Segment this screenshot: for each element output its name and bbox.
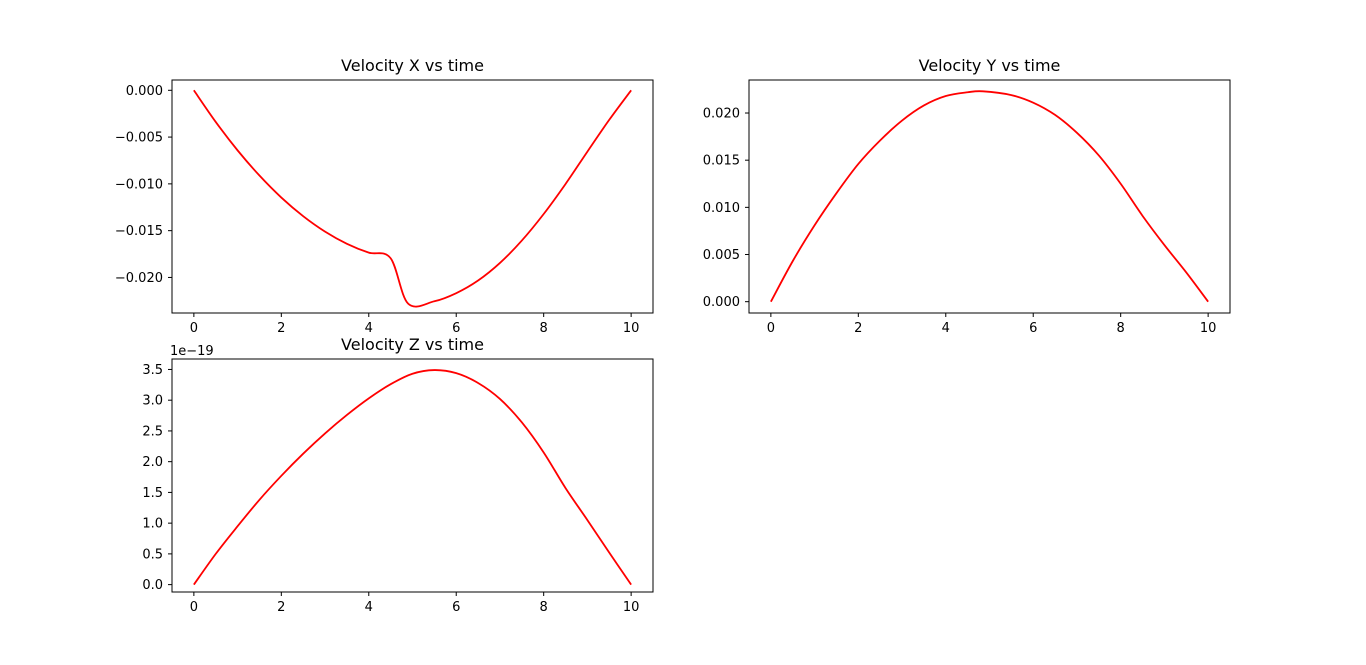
x-tick-label: 6 [1029,321,1037,336]
y-tick-label: −0.015 [115,224,163,239]
x-tick-label: 8 [1117,321,1125,336]
series-line [770,90,1209,303]
y-tick-label: 0.000 [703,295,740,310]
y-tick-label: 2.5 [142,424,163,439]
y-tick-label: 3.5 [142,363,163,378]
y-tick-label: 0.015 [703,154,740,169]
y-tick-label: −0.010 [115,177,163,192]
y-tick-label: −0.020 [115,271,163,286]
x-tick-label: 0 [190,600,198,615]
plot-frame [748,79,1231,314]
x-tick-label: 8 [540,600,548,615]
axis-offset-label: 1e−19 [170,344,214,359]
y-tick-label: 2.0 [142,455,163,470]
x-tick-label: 10 [623,600,640,615]
series-line [193,89,632,308]
x-tick-label: 0 [190,321,198,336]
x-tick-label: 0 [767,321,775,336]
y-tick-label: 1.5 [142,486,163,501]
x-tick-label: 4 [365,600,373,615]
x-tick-label: 6 [452,600,460,615]
y-tick-label: 3.0 [142,394,163,409]
y-tick-label: 0.010 [703,201,740,216]
x-tick-label: 2 [277,600,285,615]
subplot-title-velocity-z: Velocity Z vs time [341,335,484,354]
x-tick-label: 2 [854,321,862,336]
subplot-velocity-z: Velocity Z vs time 1e−19 0 2 4 6 8 10 0.0 0.5 1.… [142,335,654,615]
plot-frame [171,358,654,593]
subplot-velocity-y: Velocity Y vs time 0 2 4 6 8 10 0.000 0.005 0.01… [703,56,1231,336]
subplot-title-velocity-x: Velocity X vs time [341,56,484,75]
x-tick-label: 10 [1200,321,1217,336]
x-tick-label: 6 [452,321,460,336]
y-tick-label: 1.0 [142,517,163,532]
x-tick-label: 8 [540,321,548,336]
y-tick-label: −0.005 [115,131,163,146]
x-tick-label: 2 [277,321,285,336]
x-tick-label: 4 [365,321,373,336]
y-tick-label: 0.020 [703,107,740,122]
y-tick-label: 0.5 [142,547,163,562]
series-line [193,369,632,586]
subplot-velocity-x: Velocity X vs time 0 2 4 6 8 10 0.000 −0.005 −0.… [115,56,654,336]
x-tick-label: 4 [942,321,950,336]
y-tick-label: 0.0 [142,578,163,593]
subplot-title-velocity-y: Velocity Y vs time [919,56,1061,75]
plot-frame [171,79,654,314]
y-tick-label: 0.000 [126,84,163,99]
y-tick-label: 0.005 [703,248,740,263]
x-tick-label: 10 [623,321,640,336]
